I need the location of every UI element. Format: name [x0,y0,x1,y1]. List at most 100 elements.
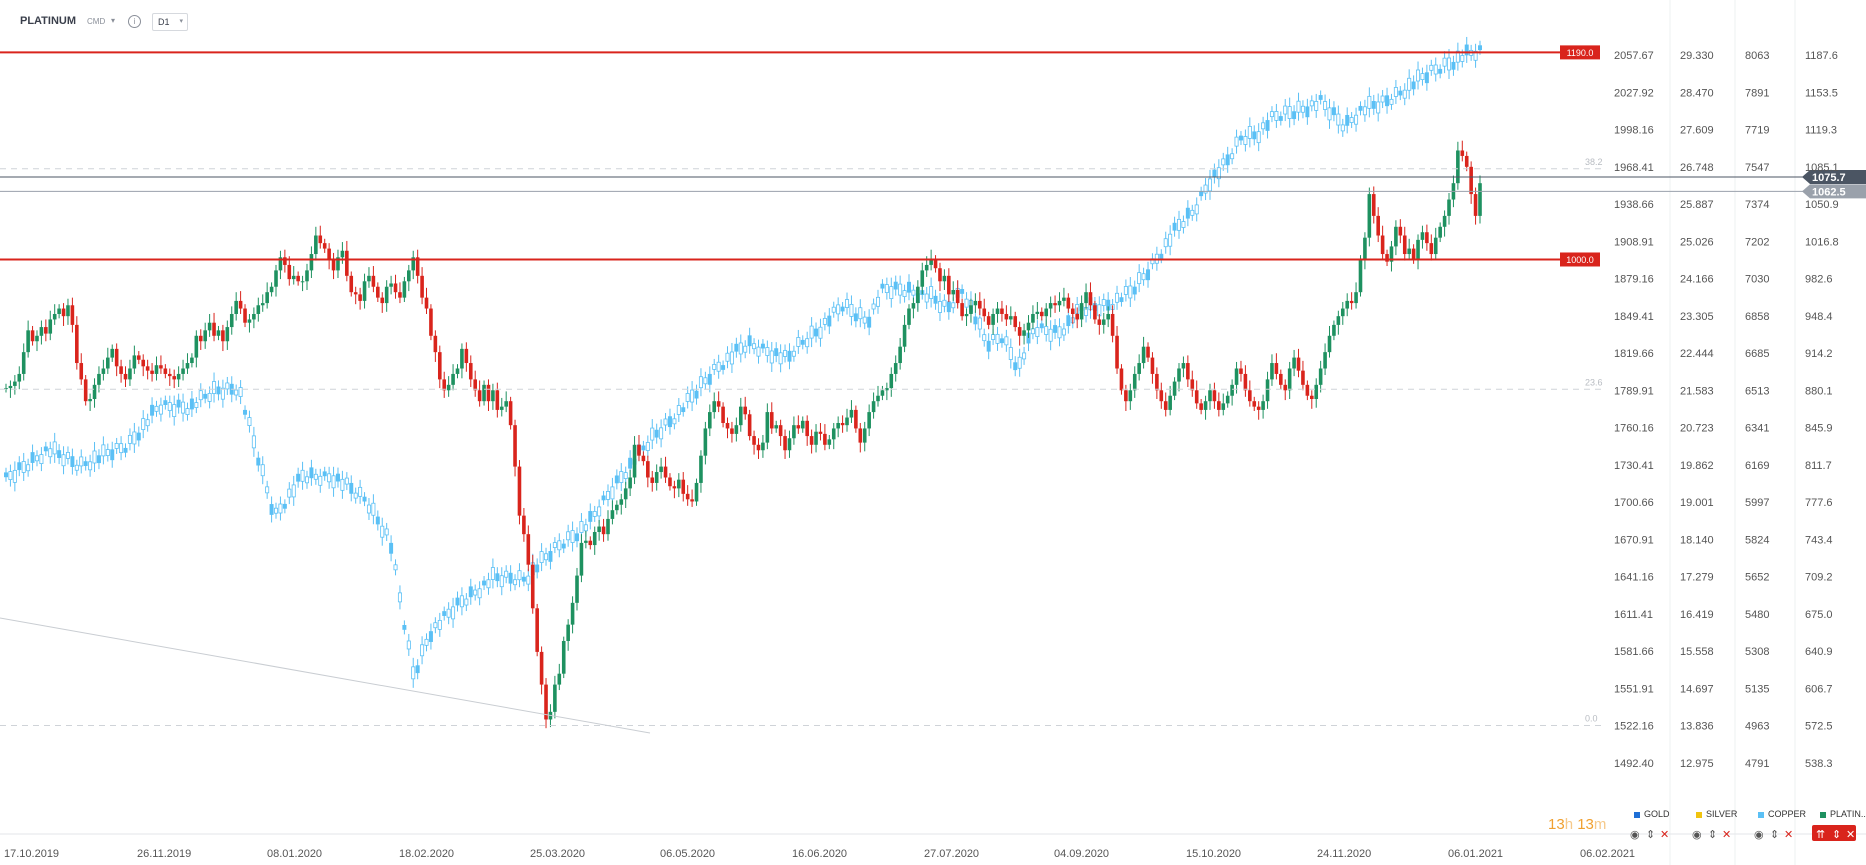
legend-item[interactable]: COPPER ◉ ⇕ ✕ [1748,806,1810,856]
platinum-candle [1022,330,1026,336]
copper-candle [1296,100,1301,113]
platinum-candle [796,425,801,429]
eye-icon[interactable]: ◉ [1630,829,1640,841]
copper-candle [1212,169,1217,178]
price-tick-label: 1085.1 [1805,162,1839,174]
platinum-candle [579,542,584,576]
platinum-candle [420,275,424,298]
platinum-candle [672,486,677,489]
copper-candle [1429,64,1434,71]
platinum-candle [716,401,721,407]
price-tick-label: 1050.9 [1805,199,1839,211]
platinum-candle [407,270,411,282]
copper-candle [256,457,261,466]
copper-candle [791,350,796,357]
copper-candle [477,588,482,599]
platinum-candle [663,466,668,478]
copper-candle [110,449,115,461]
copper-candle [845,299,850,308]
copper-candle [1358,105,1363,111]
price-tick-label: 777.6 [1805,497,1833,509]
price-tick-label: 20.723 [1680,423,1714,435]
timeframe-select[interactable]: D1 ▾ [152,13,188,31]
platinum-candle [203,330,207,342]
legend-item[interactable]: SILVER ◉ ⇕ ✕ [1686,806,1748,856]
reorder-icon[interactable]: ⇕ [1646,829,1656,841]
info-icon[interactable]: i [128,15,141,28]
price-tick-label: 1522.16 [1614,721,1654,733]
platinum-candle [154,365,159,374]
platinum-candle [110,348,115,358]
platinum-candle [769,412,774,429]
price-tick-label: 6513 [1745,385,1769,397]
copper-candle [21,461,26,473]
platinum-candle [221,330,225,342]
platinum-candle [1239,368,1243,374]
copper-candle [185,408,190,416]
copper-candle [282,503,287,509]
copper-candle [1385,95,1390,107]
legend-item[interactable]: GOLD ◉ ⇕ ✕ [1624,806,1686,856]
symbol-name[interactable]: PLATINUM [20,15,77,27]
copper-candle [853,313,858,322]
price-tick-label: 1492.40 [1614,758,1654,770]
price-tick-label: 12.975 [1680,758,1714,770]
reorder-icon[interactable]: ⇕ [1832,829,1842,841]
platinum-candle [654,472,659,483]
platinum-candle [389,283,393,287]
platinum-candle [4,388,8,390]
legend-item[interactable]: PLATIN.. ⇈ ⇕ ✕ [1810,806,1866,856]
platinum-candle [504,401,508,407]
price-tick-label: 26.748 [1680,162,1714,174]
platinum-candle [212,322,216,336]
settings-icon[interactable]: ⇈ [1816,829,1826,841]
platinum-candle [544,684,548,720]
platinum-candle [119,366,123,374]
copper-candle [358,486,363,497]
platinum-candle [1252,401,1257,407]
copper-candle [1398,90,1403,96]
close-icon[interactable]: ✕ [1660,829,1670,841]
platinum-candle [778,425,783,437]
price-tick-label: 22.444 [1680,348,1714,360]
platinum-candle [256,305,261,314]
copper-candle [269,504,274,515]
chevron-down-icon[interactable]: ▾ [111,16,116,25]
copper-candle [203,393,208,399]
platinum-candle [991,313,995,325]
platinum-candle [398,292,402,298]
platinum-candle [1327,335,1332,353]
close-icon[interactable]: ✕ [1784,829,1794,841]
platinum-candle [951,290,956,295]
copper-candle [1265,120,1270,131]
platinum-candle [1186,363,1190,380]
price-tick-label: 25.026 [1680,236,1714,248]
eye-icon[interactable]: ◉ [1692,829,1702,841]
copper-candle [1238,135,1243,141]
reorder-icon[interactable]: ⇕ [1770,829,1780,841]
copper-candle [366,504,371,514]
platinum-candle [318,235,323,244]
platinum-candle [911,303,916,309]
price-tick-label: 709.2 [1805,572,1833,584]
eye-icon[interactable]: ◉ [1754,829,1764,841]
close-icon[interactable]: ✕ [1846,829,1856,841]
copper-candle [999,338,1004,344]
copper-candle [1163,238,1168,248]
platinum-candle [291,275,296,280]
platinum-candle [247,319,252,323]
platinum-candle [885,388,889,391]
platinum-candle [738,406,743,426]
platinum-candle [39,327,44,336]
platinum-candle [114,348,119,367]
close-icon[interactable]: ✕ [1722,829,1732,841]
platinum-candle [659,466,663,473]
fib-level-label: 0.0 [1585,713,1598,723]
platinum-candle [97,373,101,385]
copper-candle [765,347,770,356]
price-tick-label: 1998.16 [1614,125,1654,137]
reorder-icon[interactable]: ⇕ [1708,829,1718,841]
copper-candle [1367,95,1372,109]
platinum-candle [1318,368,1323,385]
